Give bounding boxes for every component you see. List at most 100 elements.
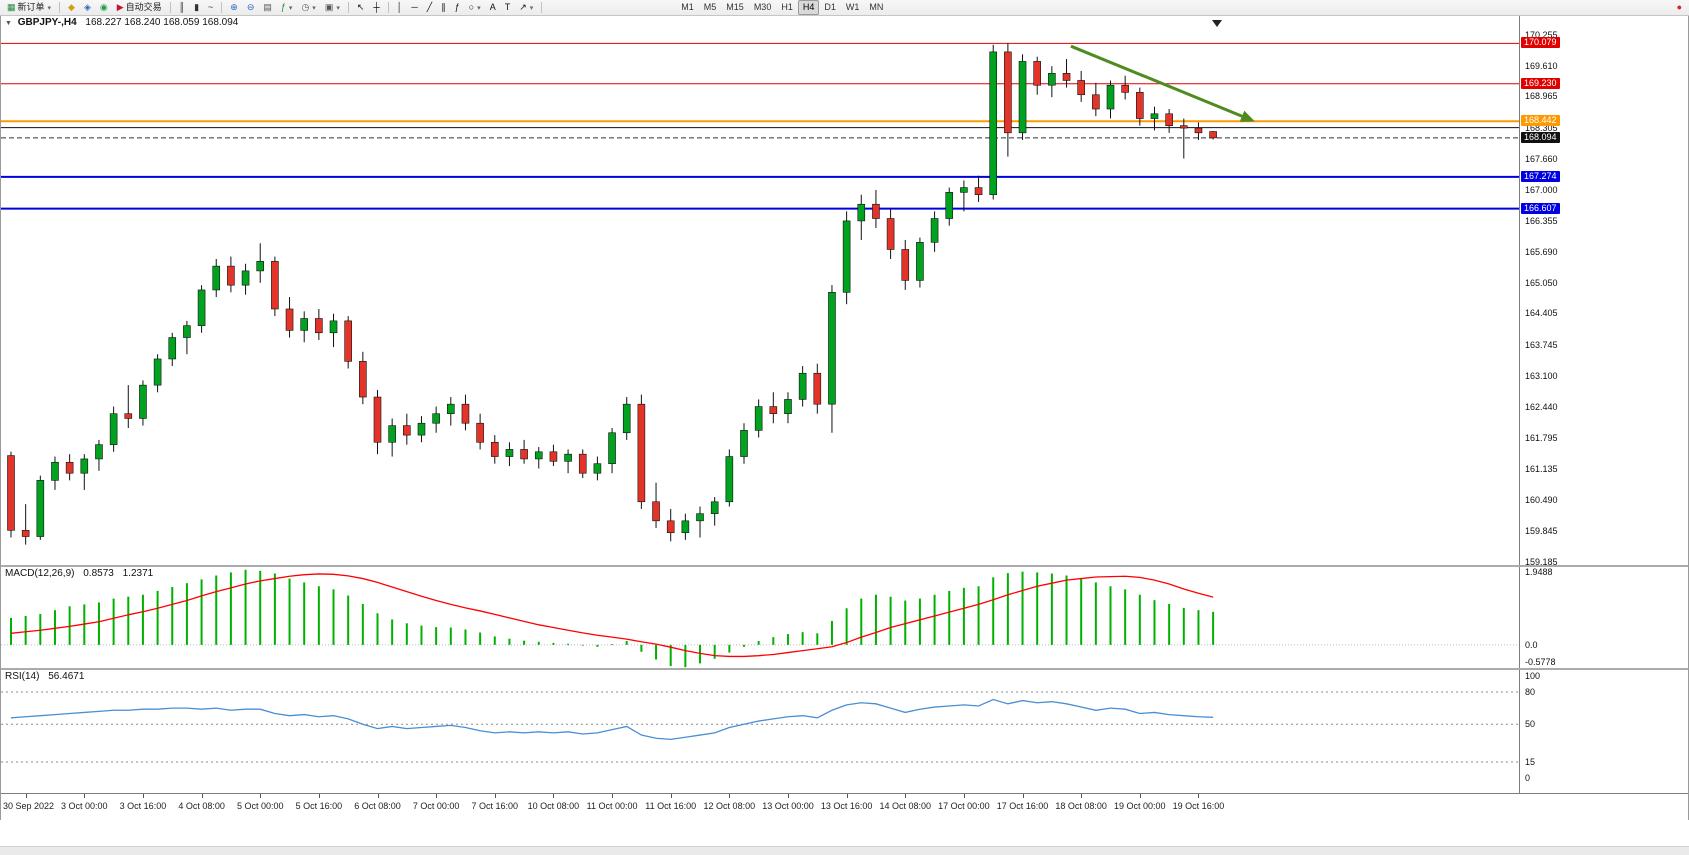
time-label: 6 Oct 08:00 [354,801,401,811]
timeframe-mn[interactable]: MN [869,2,884,12]
time-tick [963,794,965,798]
chart-line-icon[interactable]: ~ [204,0,217,15]
time-tick [1081,794,1083,798]
macd-signal-line [10,573,1214,658]
timeframe-m1[interactable]: M1 [681,2,694,12]
price-tick: 162.440 [1525,402,1558,413]
fibonacci-icon[interactable]: ƒ [451,0,464,15]
rsi-pane: RSI(14) 56.4671 100 80 50 15 0 [1,670,1688,793]
time-tick [436,794,438,798]
price-axis[interactable]: 170.255 169.610 168.965 168.305 167.660 167.0… [1519,16,1688,565]
text-label-icon[interactable]: T [501,0,515,15]
price-tick: 159.185 [1525,557,1558,565]
toolbar-separator [59,2,61,13]
chart-bars-icon: ║ [178,2,186,12]
price-tick: 167.000 [1525,184,1558,195]
time-tick [553,794,555,798]
auto-trading-button[interactable]: ▶ 自动交易 [113,0,166,15]
time-tick [142,794,144,798]
pane-resizer-rsi[interactable] [1,668,1688,670]
macd-plot[interactable] [1,567,1519,668]
time-label: 4 Oct 08:00 [178,801,225,811]
toolbar-separator [169,2,171,13]
main-plot[interactable] [1,16,1519,565]
indicators-icon[interactable]: ƒ ▾ [277,0,297,15]
periods-icon[interactable]: ◷ ▾ [297,0,319,15]
rsi-tick: 15 [1525,756,1536,767]
trendline-icon[interactable]: ╱ [423,0,436,15]
time-tick [84,794,86,798]
time-label: 13 Oct 16:00 [820,801,873,811]
shapes-caret-icon: ▾ [477,4,481,12]
timeframe-d1[interactable]: D1 [824,2,836,12]
trend-arrow[interactable] [1070,44,1255,122]
timeframe-h4[interactable]: H4 [797,0,820,15]
timeframe-m15[interactable]: M15 [726,2,744,12]
cursor-icon[interactable]: ↖ [353,0,369,15]
market-watch-icon[interactable]: ◆ [64,0,79,15]
indicators-icon: ƒ [280,2,286,12]
chart-candles-icon: ▮ [194,2,200,12]
price-badge: 168.094 [1521,131,1560,143]
terminal-icon[interactable]: ◉ [96,0,112,15]
time-tick [377,794,379,798]
arrows-icon[interactable]: ↗ ▾ [515,0,537,15]
arrows-icon: ↗ [519,2,527,12]
macd-name: MACD(12,26,9) [5,568,75,579]
price-tick: 163.100 [1525,370,1558,381]
macd-tick: 0.0 [1525,639,1538,650]
macd-histogram [10,569,1215,668]
window-edge [0,846,1689,855]
shapes-icon[interactable]: ○ ▾ [465,0,485,15]
arrows-caret-icon: ▾ [529,4,534,12]
timeframe-h1[interactable]: H1 [781,2,793,12]
text-icon[interactable]: A [486,0,500,15]
macd-axis[interactable]: 1.9488 0.0 -0.5778 [1519,567,1688,668]
rsi-axis[interactable]: 100 80 50 15 0 [1519,670,1688,793]
price-tick: 165.050 [1525,277,1558,288]
new-order-button[interactable]: ▦ 新订单 ▾ [3,0,55,15]
templates-icon[interactable]: ▣ ▾ [321,0,344,15]
tile-windows-icon[interactable]: ▤ [259,0,276,15]
price-badge: 170.079 [1521,37,1560,49]
shapes-icon: ○ [468,2,475,12]
alert-icon[interactable]: ● [1673,0,1686,15]
chart-candles-icon[interactable]: ▮ [190,0,203,15]
timeframe-m30[interactable]: M30 [753,2,772,12]
price-badge: 169.230 [1521,77,1560,89]
price-tick: 163.745 [1525,339,1558,350]
chart-bars-icon[interactable]: ║ [175,0,189,15]
rsi-line [10,698,1214,741]
equidistant-channel-icon[interactable]: ∥ [437,0,450,15]
pane-resizer-macd[interactable] [1,565,1688,567]
zoom-out-icon[interactable]: ⊖ [243,0,259,15]
time-label: 17 Oct 16:00 [996,801,1049,811]
collapse-arrow-icon[interactable]: ▼ [5,20,12,27]
price-tick: 170.255 [1525,29,1558,40]
text-icon: A [489,2,496,12]
macd-main-value: 0.8573 [83,568,114,579]
toolbar-separator [387,2,389,13]
vertical-line-icon[interactable]: │ [393,0,407,15]
navigator-icon[interactable]: ◈ [80,0,95,15]
rsi-plot[interactable] [1,670,1519,793]
timeframe-w1[interactable]: W1 [845,2,860,12]
timeframe-m5[interactable]: M5 [703,2,717,12]
periods-caret-icon: ▾ [312,4,316,12]
time-label: 7 Oct 00:00 [412,801,460,811]
time-label: 19 Oct 16:00 [1172,801,1225,811]
rsi-tick: 100 [1525,671,1541,681]
time-tick [494,794,496,798]
macd-tick: -0.5778 [1525,657,1556,667]
crosshair-icon[interactable]: ┼ [369,0,383,15]
main-chart-pane: ▼ GBPJPY-,H4 168.227 168.240 168.059 168… [1,16,1688,565]
toolbar: ▦ 新订单 ▾ ◆ ◈ ◉ ▶ 自动交易 ║ ▮ ~ ⊕ ⊖ ▤ ƒ ▾ ◷ ▾ ▣ ▾ ↖ ┼ │ ─ ╱ ∥ ƒ ○ ▾ A T ↗ ▾ M1… [0,0,1689,16]
zoom-in-icon[interactable]: ⊕ [226,0,242,15]
price-tick: 161.795 [1525,432,1558,443]
time-axis[interactable]: 30 Sep 2022 3 Oct 00:00 3 Oct 16:00 4 Oct 0… [1,793,1688,820]
templates-icon: ▣ [324,2,334,12]
horizontal-line-icon[interactable]: ─ [407,0,421,15]
cursor-icon: ↖ [356,2,365,12]
auto-trading-icon: ▶ [116,2,124,12]
